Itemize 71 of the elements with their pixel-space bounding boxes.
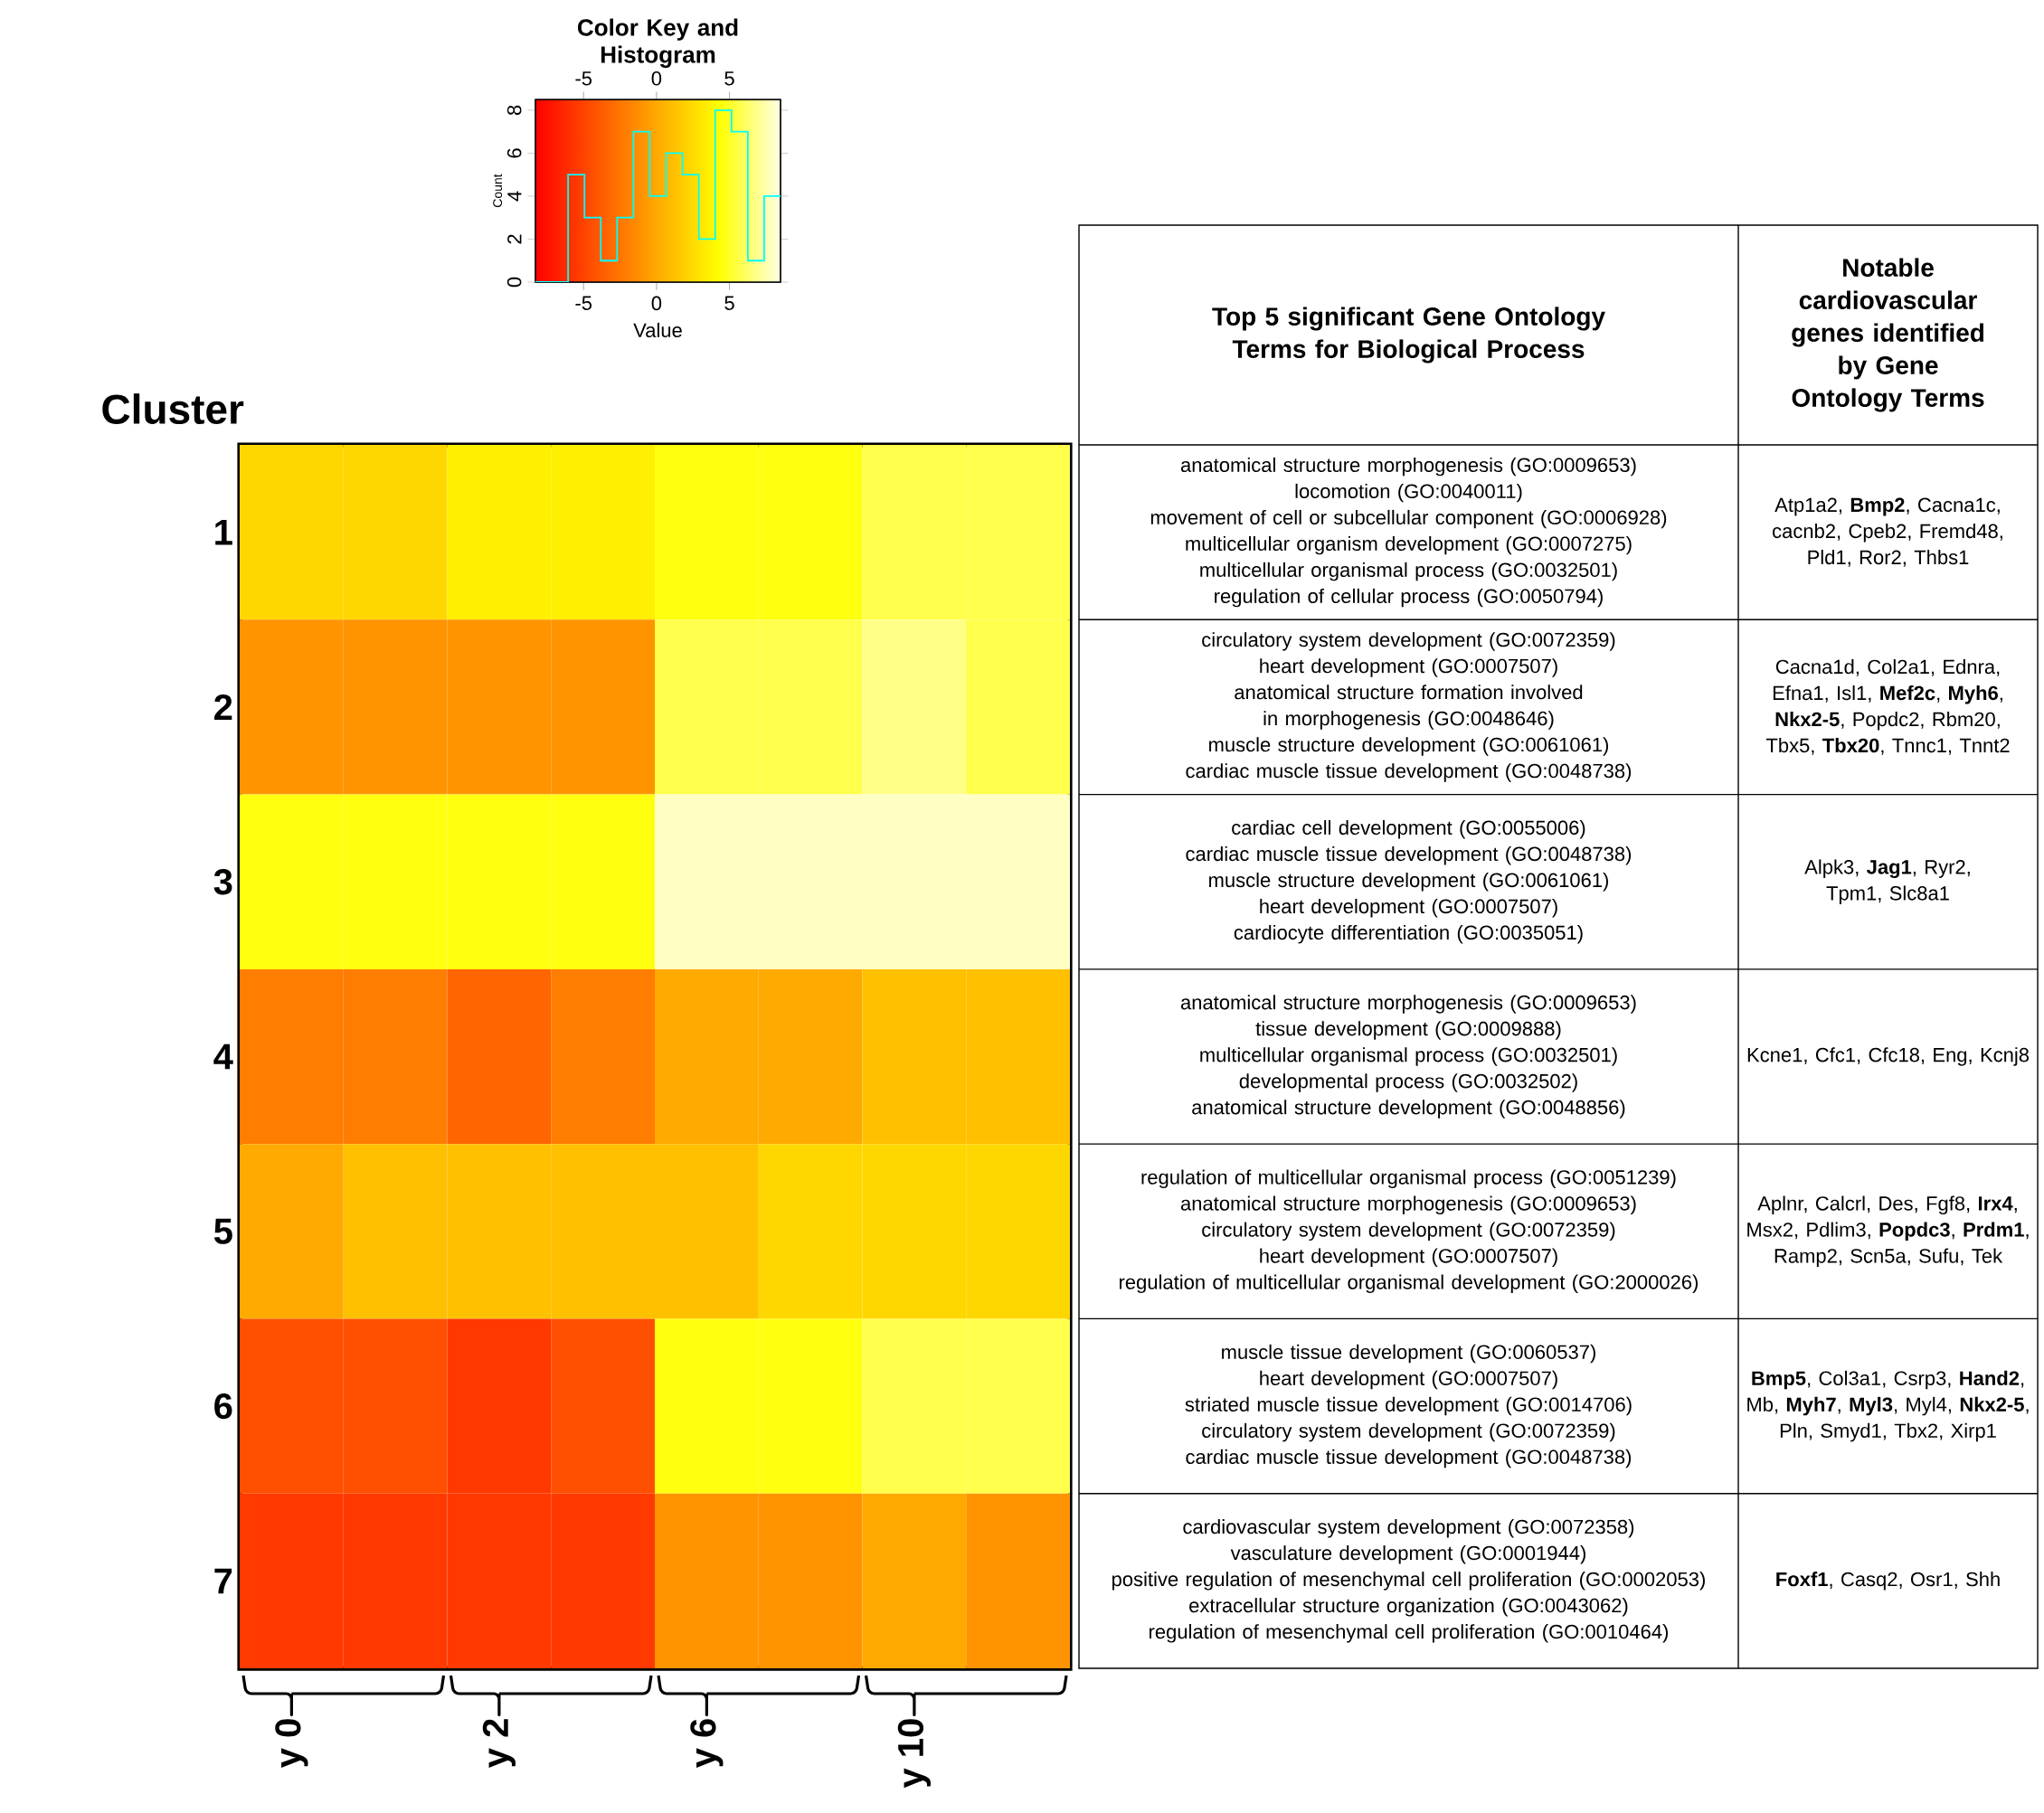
y-axis-title: Count [493, 174, 503, 207]
y-tick-label: 4 [213, 1043, 233, 1070]
text: cardiac muscle tissue development (GO:0048738) [1186, 1449, 1632, 1468]
text: vasculature development (GO:0001944) [1230, 1545, 1585, 1564]
text: circulatory system development (GO:0072359) [1202, 1222, 1615, 1242]
text: muscle structure development (GO:0061061) [1209, 872, 1609, 892]
y-tick-label: 5 [213, 1218, 232, 1244]
text: regulation of multicellular organismal process (GO:0051239) [1141, 1169, 1676, 1189]
text: movement of cell or subcellular component (GO:0006928) [1150, 509, 1667, 529]
text: regulation of mesenchymal cell proliferation (GO:0010464) [1150, 1624, 1669, 1643]
x-tick-label: y 0 [275, 1719, 308, 1768]
x-tick-label: y 2 [482, 1719, 516, 1768]
text: positive regulation of mesenchymal cell proliferation (GO:0002053) [1112, 1572, 1705, 1591]
chart-title: Color Key and Histogram [578, 18, 738, 68]
text: muscle structure development (GO:0061061) [1209, 737, 1609, 756]
color-bar-label: -5 [575, 71, 592, 86]
text: muscle tissue development (GO:0060537) [1222, 1344, 1595, 1364]
y-tick-label: 2 [507, 234, 522, 244]
x-tick-label: 5 [724, 296, 734, 310]
text: striated muscle tissue development (GO:0014706) [1185, 1396, 1632, 1416]
text: anatomical structure morphogenesis (GO:0009653) [1180, 457, 1636, 477]
y-tick-label: 8 [506, 105, 522, 116]
text: Cacna1d, Col2a1, Ednra, Efna1, Isl1, Mef2c, Myh6, Nkx2-5, Popdc2, Rbm20, Tbx5, Tbx20, Tnnc1, Tnnt2 [1765, 659, 2010, 755]
text: multicellular organismal process (GO:0032501) [1200, 1047, 1617, 1066]
text: anatomical structure morphogenesis (GO:0009653) [1180, 995, 1636, 1014]
text: circulatory system development (GO:0072359) [1202, 632, 1615, 651]
text: cardiovascular system development (GO:0072358) [1183, 1519, 1634, 1538]
text: cardiac cell development (GO:0055006) [1232, 819, 1585, 839]
text: multicellular organismal process (GO:0032501) [1200, 562, 1617, 581]
x-tick-label: y 6 [690, 1719, 724, 1768]
text: Atp1a2, Bmp2, Cacna1c, cacnb2, Cpeb2, Fremd48, Pld1, Ror2, Thbs1 [1773, 497, 2002, 567]
color-bar-label: 5 [724, 71, 734, 86]
text: regulation of multicellular organismal development (GO:2000026) [1119, 1274, 1699, 1294]
text: multicellular organism development (GO:0007275) [1186, 535, 1632, 555]
text: heart development (GO:0007507) [1260, 1370, 1557, 1390]
x-tick-label: y 10 [897, 1719, 932, 1789]
text: tissue development (GO:0009888) [1255, 1021, 1561, 1040]
y-tick-label: 2 [214, 694, 232, 720]
text: Aplnr, Calcrl, Des, Fgf8, Irx4, Msx2, Pdlim3, Popdc3, Prdm1, Ramp2, Scn5a, Sufu, Tek [1747, 1195, 2029, 1268]
text: Foxf1, Casq2, Osr1, Shh [1776, 1572, 2000, 1591]
text: heart development (GO:0007507) [1260, 658, 1557, 677]
text: locomotion (GO:0040011) [1295, 483, 1522, 503]
text: heart development (GO:0007507) [1260, 1248, 1557, 1268]
text: cardiac muscle tissue development (GO:0048738) [1186, 845, 1632, 865]
text: regulation of cellular process (GO:0050794) [1215, 588, 1603, 608]
text: anatomical structure morphogenesis (GO:0009653) [1180, 1195, 1636, 1215]
text: circulatory system development (GO:0072359) [1202, 1422, 1615, 1442]
text: Bmp5, Col3a1, Csrp3, Hand2, Mb, Myh7, Myl3, Myl4, Nkx2-5, Pln, Smyd1, Tbx2, Xirp1 [1747, 1370, 2029, 1442]
text: Kcne1, Cfc1, Cfc18, Eng, Kcnj8 [1747, 1047, 2030, 1066]
text: cardiac muscle tissue development (GO:0048738) [1186, 763, 1632, 782]
y-tick-label: 3 [213, 869, 232, 895]
text: anatomical structure formation involved in morphogenesis (GO:0048646) [1235, 685, 1583, 730]
color-bar-label: 0 [651, 71, 662, 86]
y-tick-label: 1 [215, 519, 232, 545]
y-tick-label: 6 [506, 148, 522, 158]
text: Alpk3, Jag1, Ryr2, Tpm1, Slc8a1 [1804, 859, 1970, 904]
text: cardiocyte differentiation (GO:0035051) [1234, 924, 1583, 944]
text: developmental process (GO:0032502) [1239, 1073, 1577, 1092]
y-tick-label: 7 [214, 1568, 232, 1594]
text: heart development (GO:0007507) [1260, 898, 1557, 918]
text: extracellular structure organization (GO:0043062) [1189, 1598, 1628, 1617]
category-label: Top 5 significant Gene Ontology Terms for Biological Process [1212, 307, 1605, 364]
y-tick-label: 6 [214, 1393, 232, 1420]
x-axis-title: Value [633, 322, 682, 338]
y-tick-label: 4 [507, 191, 522, 202]
y-axis-title: Cluster [102, 393, 244, 424]
x-tick-label: 0 [651, 296, 662, 311]
x-tick-label: -5 [575, 296, 592, 310]
category-label: Notable cardiovascular genes identified by Gene Ontology Terms [1792, 258, 1984, 412]
y-tick-label: 0 [506, 277, 522, 288]
text: anatomical structure development (GO:0048856) [1192, 1100, 1625, 1119]
